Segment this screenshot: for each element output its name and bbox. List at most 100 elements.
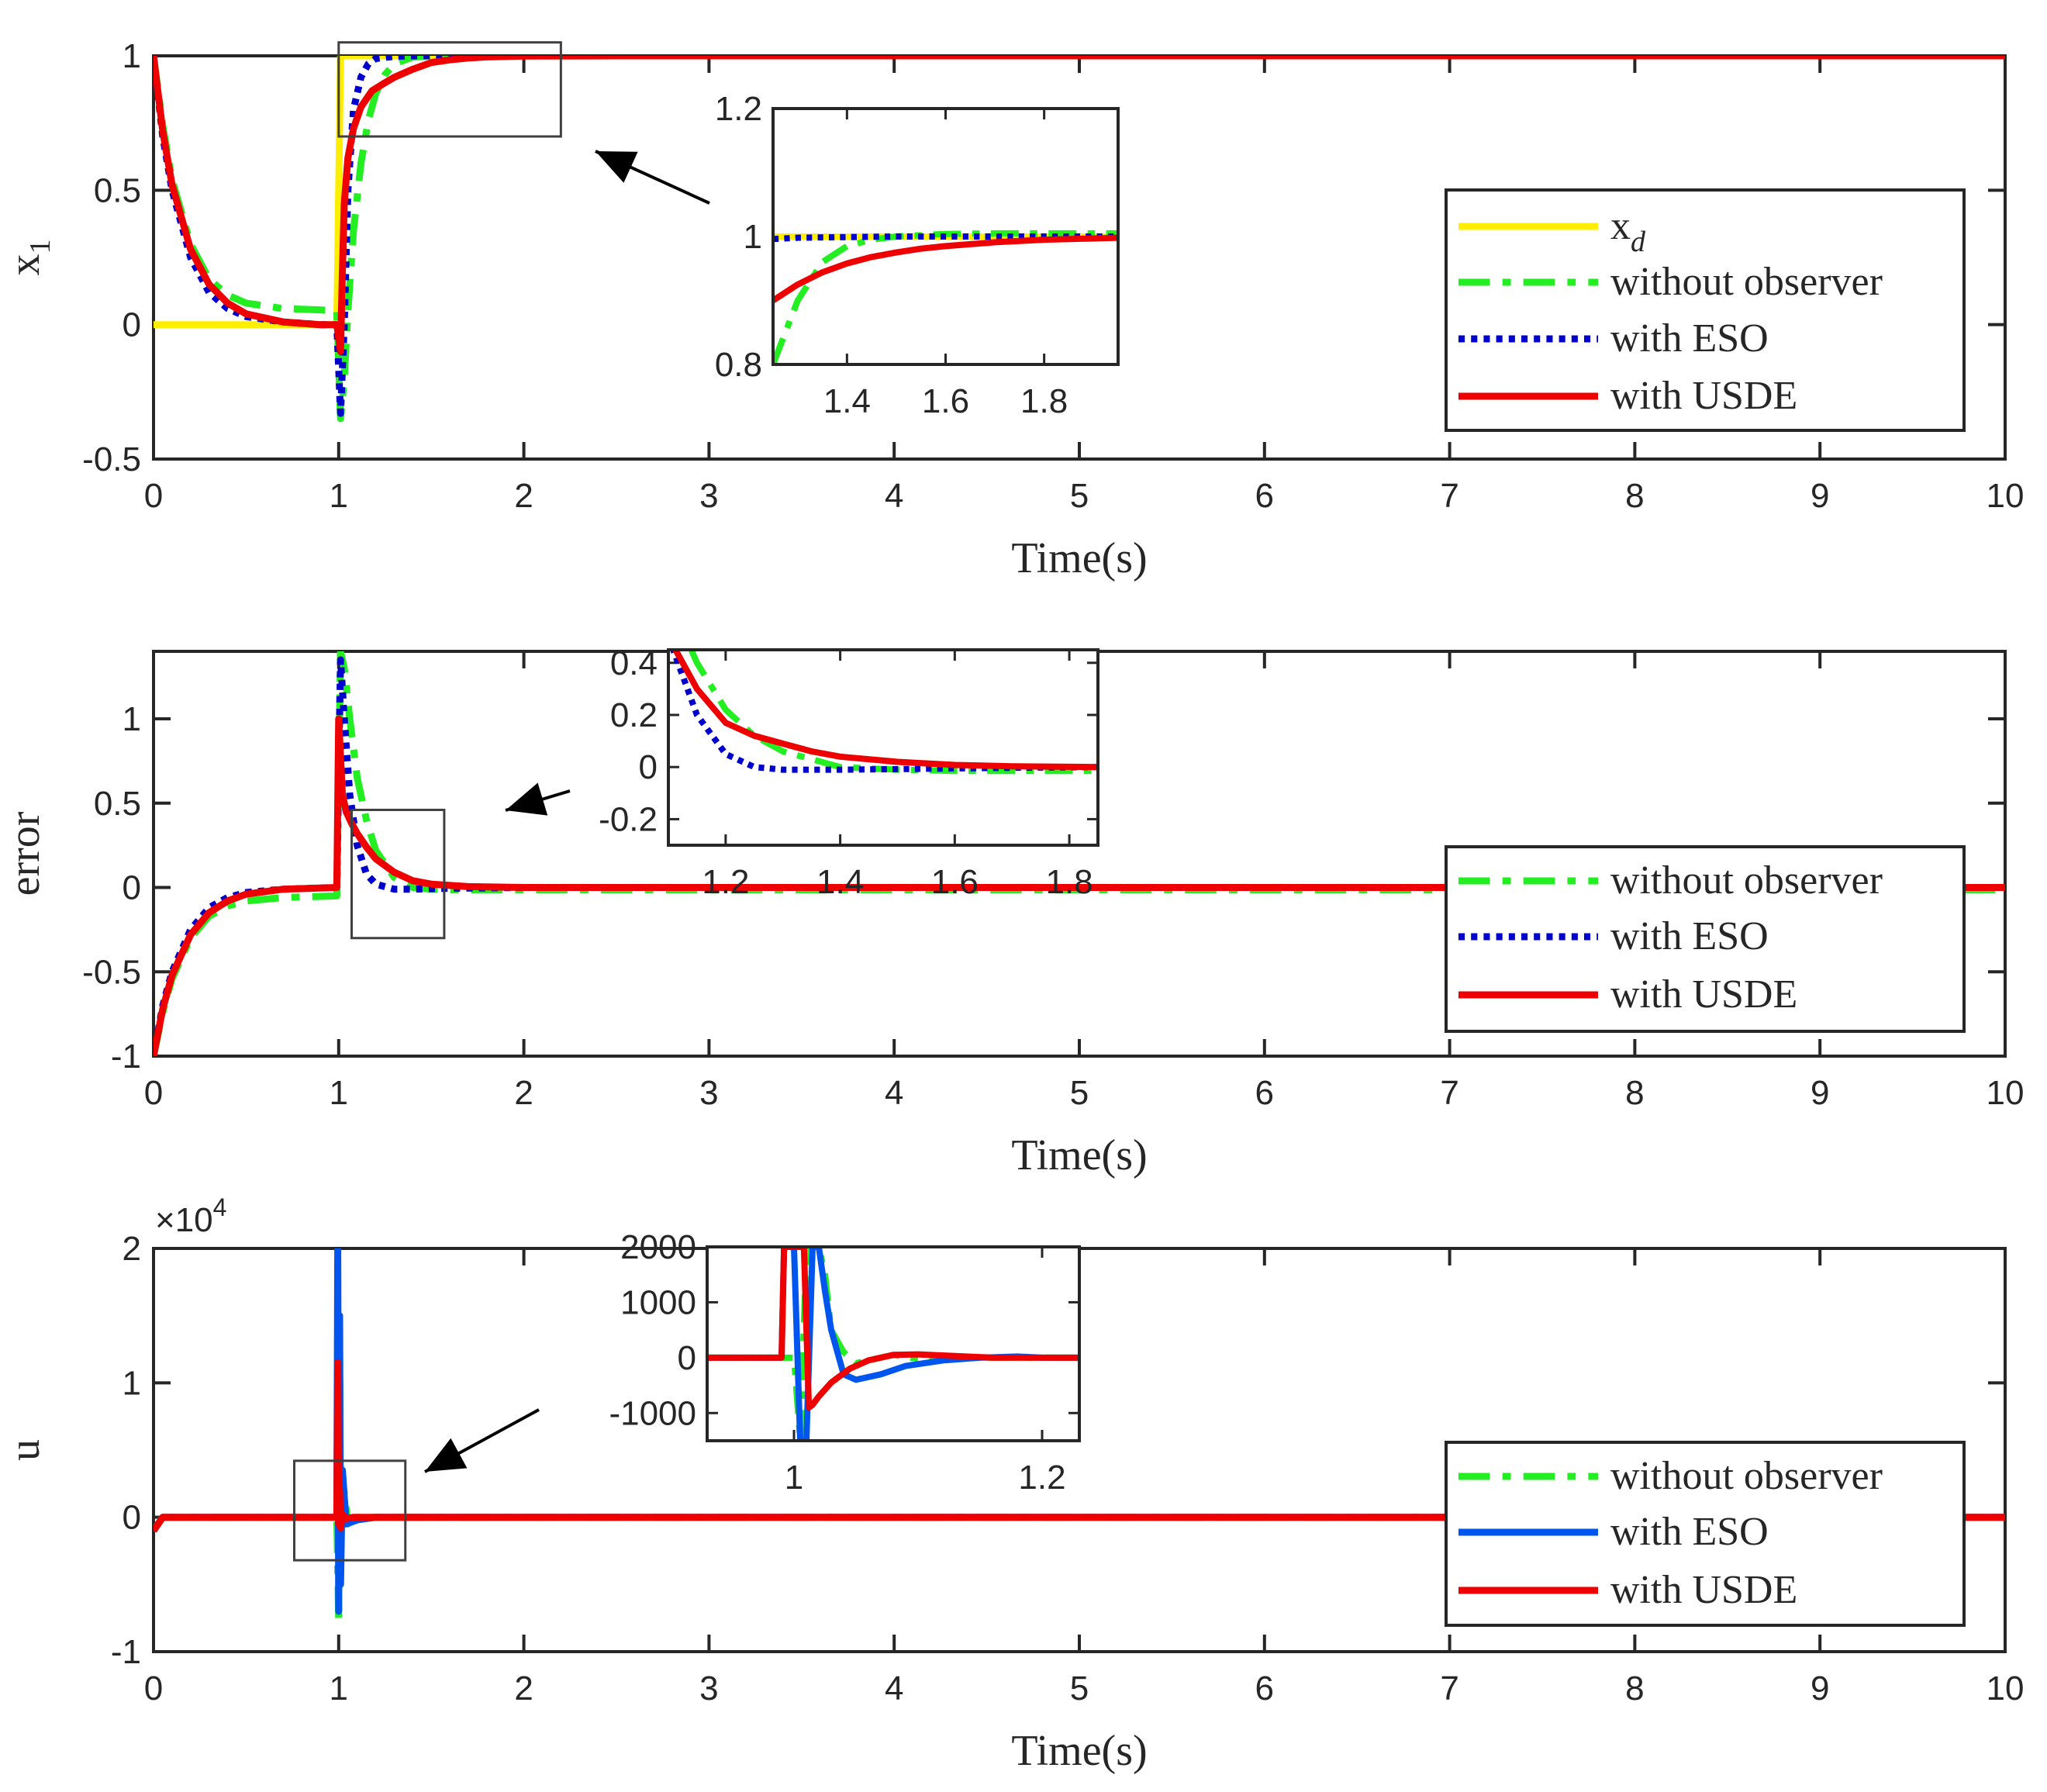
inset-y-tick-label: 0 bbox=[639, 748, 658, 786]
panel-error: 0 1 2 3 4 5 6 7 8 9 10 -1 -0.5 0 0.5 1 1.2 1.4 1.6 1.8 -0.2 0… bbox=[1, 644, 2025, 1179]
y-tick-label: 0.5 bbox=[94, 785, 141, 823]
inset-y-tick-label: 0.8 bbox=[715, 346, 762, 384]
x-tick-label: 10 bbox=[1987, 1074, 2025, 1112]
inset-x1: 1.4 1.6 1.8 0.8 1 1.2 bbox=[715, 90, 1120, 420]
x-tick-label: 6 bbox=[1255, 477, 1274, 515]
legend-label: with ESO bbox=[1610, 1510, 1769, 1554]
inset-box bbox=[706, 1245, 1081, 1442]
y-tick-label: -1 bbox=[111, 1633, 141, 1671]
inset-series-group bbox=[707, 1247, 1079, 1441]
inset-x-tick-label: 1.2 bbox=[702, 863, 749, 901]
series-line bbox=[154, 56, 2005, 417]
x-tick-label: 6 bbox=[1255, 1669, 1274, 1707]
inset-x-tick-label: 1.8 bbox=[1045, 863, 1093, 901]
x-tick-label: 0 bbox=[144, 1074, 163, 1112]
panel-x1: 0 1 2 3 4 5 6 7 8 9 10-0.500.511.4 1.6 1.80.811.2xdw… bbox=[1, 37, 2024, 582]
inset-y-tick-label: -0.2 bbox=[599, 800, 658, 838]
inset-x-tick-label: 1.8 bbox=[1020, 382, 1068, 420]
series-group bbox=[154, 1248, 2005, 1625]
legend: without observer with ESO with USDE bbox=[1445, 845, 1966, 1033]
x-tick-label: 6 bbox=[1255, 1074, 1274, 1112]
y-tick-label: -0.5 bbox=[82, 953, 141, 991]
y-axis-label: error bbox=[1, 811, 49, 896]
y-tick-label: 0 bbox=[123, 869, 141, 907]
x-tick-label: 9 bbox=[1811, 1074, 1829, 1112]
x-tick-label: 4 bbox=[885, 1669, 903, 1707]
inset-frame bbox=[667, 648, 1099, 847]
inset-series-line bbox=[671, 650, 1098, 771]
x-tick-label: 4 bbox=[885, 1074, 903, 1112]
inset-y-tick-label: 1.2 bbox=[715, 90, 762, 128]
inset-y-tick-label: 2000 bbox=[620, 1228, 696, 1266]
y-tick-label: 0 bbox=[123, 1499, 141, 1537]
inset-series-group bbox=[669, 650, 1098, 775]
legend-box bbox=[1445, 188, 1966, 432]
inset-y-tick-label: 0.4 bbox=[610, 644, 658, 682]
legend-label: without observer bbox=[1610, 858, 1883, 903]
inset-y-tick-label: 1 bbox=[744, 218, 762, 256]
zoom-box bbox=[350, 808, 446, 940]
inset-u: 1 1.2 -1000 0 1000 2000 bbox=[609, 1228, 1081, 1497]
zoom-arrow-head bbox=[595, 151, 638, 183]
y-tick-label: 1 bbox=[123, 700, 141, 738]
x-tick-label: 5 bbox=[1070, 477, 1089, 515]
inset-y-tick-label: -1000 bbox=[609, 1394, 696, 1432]
inset-series-line bbox=[773, 230, 1118, 364]
y-tick-label: -0.5 bbox=[82, 440, 141, 478]
inset-series-line bbox=[707, 1247, 1079, 1441]
inset-frame bbox=[772, 107, 1120, 366]
legend-label: without observer bbox=[1610, 1454, 1883, 1498]
x-tick-label: 5 bbox=[1070, 1669, 1089, 1707]
x-tick-label: 0 bbox=[144, 477, 163, 515]
x-tick-label: 1 bbox=[330, 477, 348, 515]
x-tick-label: 5 bbox=[1070, 1074, 1089, 1112]
y-tick-label: 1 bbox=[123, 1364, 141, 1402]
series-line bbox=[154, 656, 2005, 1056]
x-axis-label: Time(s) bbox=[1011, 534, 1147, 582]
x-tick-label: 1 bbox=[330, 1074, 348, 1112]
inset-x-tick-label: 1.6 bbox=[922, 382, 969, 420]
legend-label: with ESO bbox=[1610, 316, 1769, 361]
legend: without observer with ESO with USDE bbox=[1445, 1441, 1966, 1627]
x-tick-label: 8 bbox=[1625, 1669, 1644, 1707]
series-line bbox=[154, 56, 2005, 329]
inset-x-tick-label: 1 bbox=[785, 1459, 803, 1497]
inset-frame bbox=[706, 1245, 1081, 1442]
legend-label: with USDE bbox=[1610, 374, 1797, 418]
series-group bbox=[154, 651, 2005, 1056]
y-axis-label: u bbox=[1, 1439, 49, 1461]
x-tick-label: 3 bbox=[699, 477, 718, 515]
y-tick-label: 0.5 bbox=[94, 171, 141, 209]
legend-label: without observer bbox=[1610, 260, 1883, 304]
x-tick-label: 7 bbox=[1440, 1074, 1458, 1112]
x-tick-label: 1 bbox=[330, 1669, 348, 1707]
legend-label: with USDE bbox=[1610, 972, 1797, 1017]
inset-y-tick-label: 0 bbox=[678, 1339, 696, 1377]
inset-series-line bbox=[773, 233, 1118, 243]
x-tick-label: 2 bbox=[514, 477, 533, 515]
x-tick-label: 3 bbox=[699, 1074, 718, 1112]
inset-series-line bbox=[773, 234, 1118, 303]
x-tick-label: 8 bbox=[1625, 477, 1644, 515]
inset-x-tick-label: 1.6 bbox=[931, 863, 979, 901]
x-tick-label: 9 bbox=[1811, 1669, 1829, 1707]
inset-error: 1.2 1.4 1.6 1.8 -0.2 0 0.2 0.4 bbox=[599, 644, 1099, 901]
series-line bbox=[154, 56, 2005, 355]
y-axis-label: x1 bbox=[1, 240, 57, 276]
x-tick-label: 9 bbox=[1811, 477, 1829, 515]
x-tick-label: 7 bbox=[1440, 477, 1458, 515]
y-tick-label: 2 bbox=[123, 1230, 141, 1268]
y-tick-label: 0 bbox=[123, 306, 141, 344]
x-tick-label: 2 bbox=[514, 1074, 533, 1112]
legend-label: with ESO bbox=[1610, 914, 1769, 958]
inset-x-tick-label: 1.2 bbox=[1018, 1459, 1065, 1497]
y-tick-label: -1 bbox=[111, 1038, 141, 1076]
legend-label: with USDE bbox=[1610, 1568, 1797, 1612]
inset-x-tick-label: 1.4 bbox=[823, 382, 871, 420]
inset-series-group bbox=[773, 230, 1118, 364]
y-tick-label: 1 bbox=[123, 37, 141, 75]
x-tick-label: 10 bbox=[1987, 1669, 2025, 1707]
